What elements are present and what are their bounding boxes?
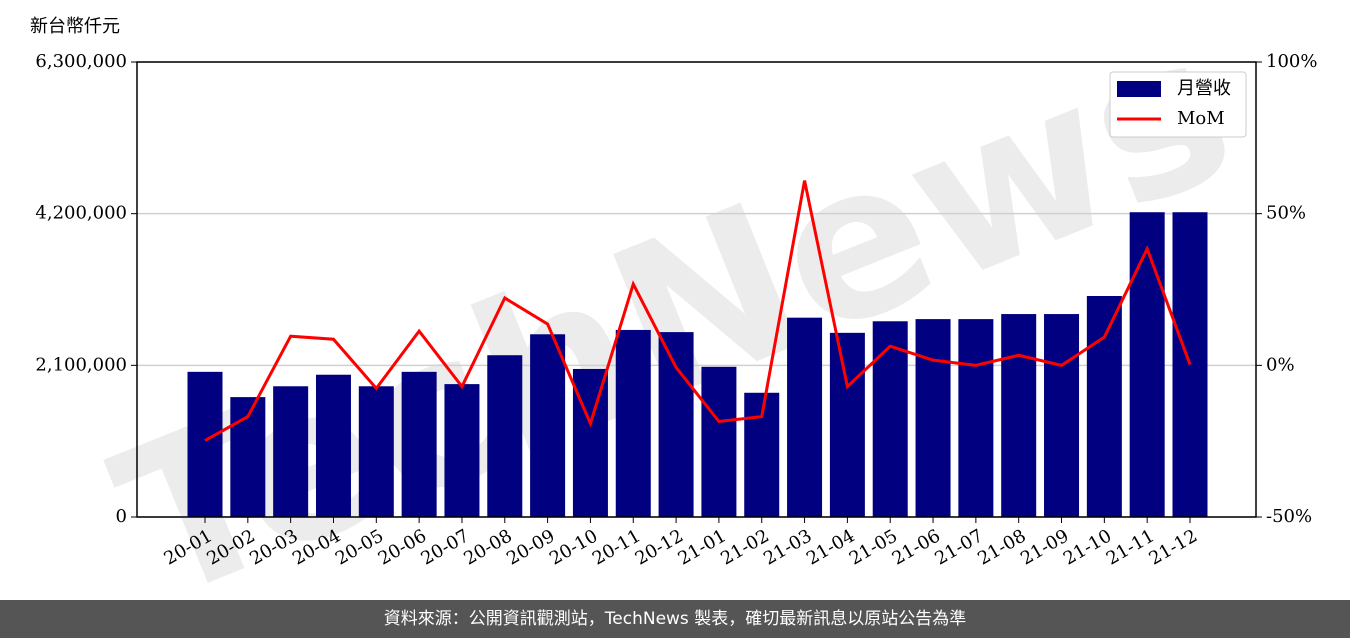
bar <box>273 386 309 517</box>
bar <box>1172 212 1208 517</box>
y2-tick-label: -50% <box>1266 506 1312 527</box>
chart: 新台幣仟元 TechNews 02,100,0004,200,0006,300,… <box>30 0 1317 638</box>
legend-label: 月營收 <box>1177 78 1231 99</box>
bar <box>1044 314 1080 517</box>
legend-label: MoM <box>1177 108 1225 129</box>
y-axis-title: 新台幣仟元 <box>30 16 120 37</box>
x-tick-label: 20-10 <box>546 525 601 569</box>
legend-swatch <box>1117 81 1161 97</box>
x-tick-label: 21-10 <box>1060 525 1115 569</box>
y2-tick-label: 100% <box>1266 51 1317 72</box>
x-tick-label: 21-09 <box>1017 525 1072 569</box>
y-tick-label: 6,300,000 <box>35 51 127 72</box>
x-tick-label: 21-12 <box>1146 525 1201 569</box>
y-tick-label: 0 <box>116 506 127 527</box>
bar <box>915 319 951 517</box>
x-tick-label: 21-05 <box>846 525 901 569</box>
bar <box>872 321 908 517</box>
x-tick-label: 21-07 <box>931 525 986 569</box>
y2-tick-label: 50% <box>1266 203 1306 224</box>
x-tick-label: 21-01 <box>674 525 729 569</box>
x-tick-label: 21-08 <box>974 525 1029 569</box>
bar <box>572 368 608 517</box>
x-tick-label: 21-04 <box>803 525 858 569</box>
bar <box>829 332 865 517</box>
plot-frame <box>136 61 1257 518</box>
x-tick-label: 21-11 <box>1103 525 1158 569</box>
bar <box>658 332 694 517</box>
bar <box>315 374 351 517</box>
bar <box>530 334 566 517</box>
bar <box>487 355 523 517</box>
bar <box>1129 212 1165 517</box>
bar <box>358 386 394 517</box>
x-tick-label: 20-08 <box>460 525 515 569</box>
y-tick-label: 2,100,000 <box>35 354 127 375</box>
x-tick-label: 20-12 <box>632 525 687 569</box>
footer: 資料來源：公開資訊觀測站，TechNews 製表，確切最新訊息以原站公告為準 <box>0 600 1350 638</box>
x-tick-label: 20-11 <box>589 525 644 569</box>
bar <box>615 329 651 517</box>
x-tick-label: 21-03 <box>760 525 815 569</box>
bar <box>787 317 823 517</box>
x-tick-label: 21-02 <box>717 525 772 569</box>
y2-tick-label: 0% <box>1266 354 1295 375</box>
bar <box>444 384 480 517</box>
bar <box>958 319 994 517</box>
bar <box>1001 314 1037 517</box>
x-tick-label: 21-06 <box>889 525 944 569</box>
bar <box>1086 296 1122 517</box>
y-tick-label: 4,200,000 <box>35 203 127 224</box>
bar <box>187 371 223 517</box>
bar <box>401 371 437 517</box>
x-tick-label: 20-09 <box>503 525 558 569</box>
bar <box>701 366 737 517</box>
line <box>204 180 1192 442</box>
